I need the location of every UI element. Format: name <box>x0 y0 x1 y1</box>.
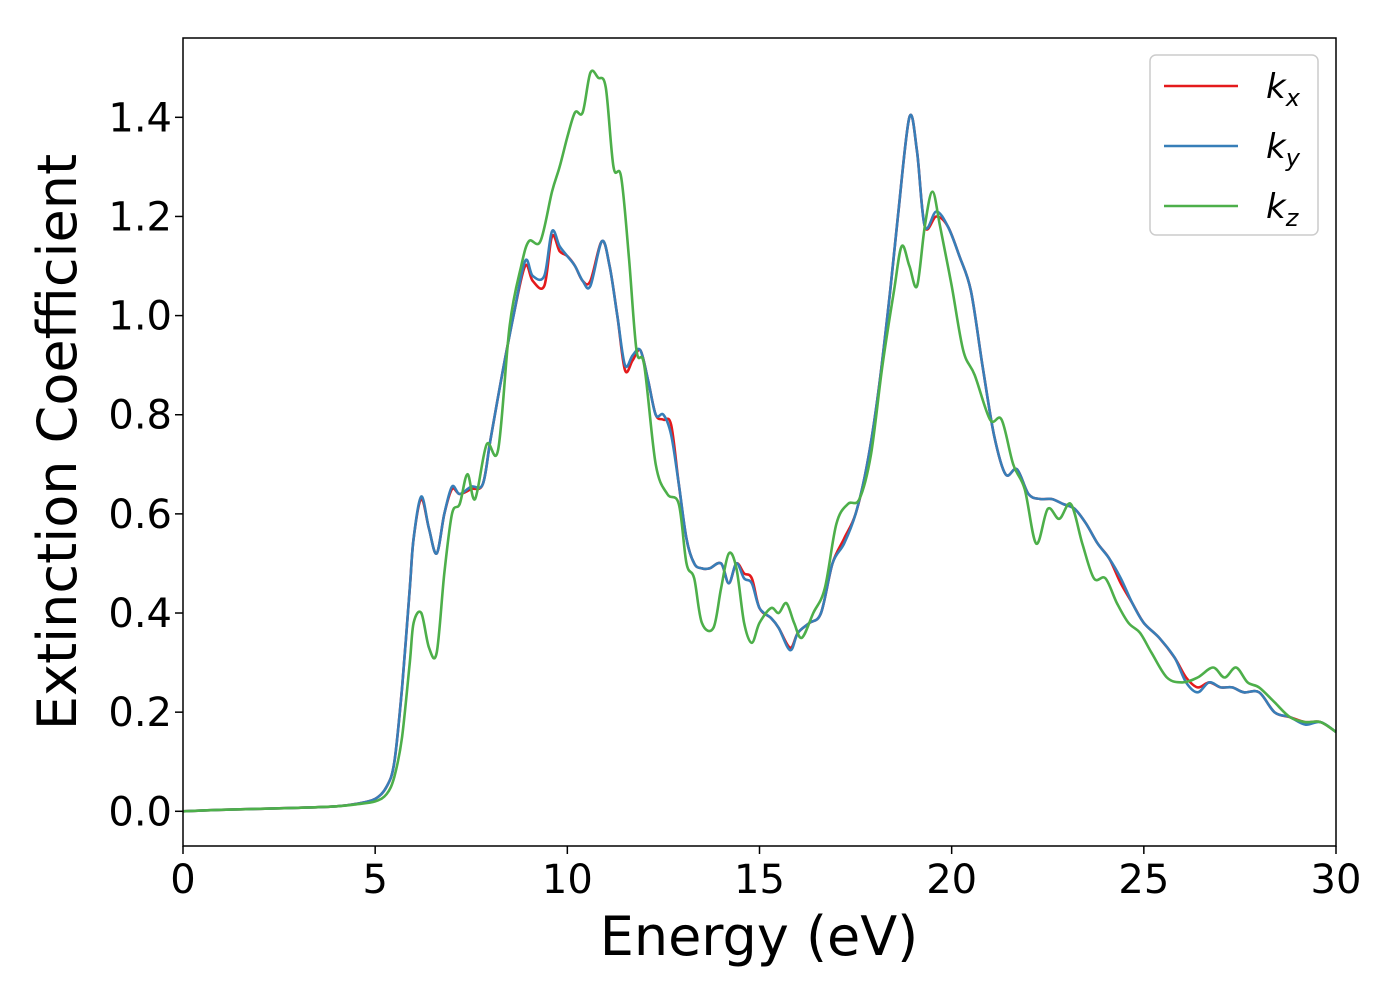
y-axis-title: Extinction Coefficient <box>26 154 89 730</box>
y-tick-label: 0.8 <box>108 393 172 439</box>
y-tick-label: 0.4 <box>108 591 172 637</box>
y-tick-label: 0.6 <box>108 492 172 538</box>
x-axis-ticks: 0 5 10 15 20 25 30 <box>170 846 1361 903</box>
x-tick-label: 20 <box>926 857 977 903</box>
y-tick-label: 1.0 <box>108 294 172 340</box>
y-tick-label: 1.2 <box>108 194 172 240</box>
y-tick-label: 0.0 <box>108 789 172 835</box>
series-line-ky <box>182 113 1337 813</box>
x-tick-label: 15 <box>734 857 785 903</box>
x-tick-label: 10 <box>542 857 593 903</box>
x-axis-title: Energy (eV) <box>600 905 919 968</box>
series-line-kz <box>182 69 1337 813</box>
y-tick-label: 0.2 <box>108 690 172 736</box>
y-tick-label: 1.4 <box>108 95 172 141</box>
x-tick-label: 5 <box>362 857 387 903</box>
x-tick-label: 30 <box>1311 857 1362 903</box>
y-axis-ticks: 0.0 0.2 0.4 0.6 0.8 1.0 1.2 1.4 <box>108 95 183 835</box>
x-tick-label: 0 <box>170 857 195 903</box>
series-lines <box>182 69 1337 813</box>
x-tick-label: 25 <box>1118 857 1169 903</box>
